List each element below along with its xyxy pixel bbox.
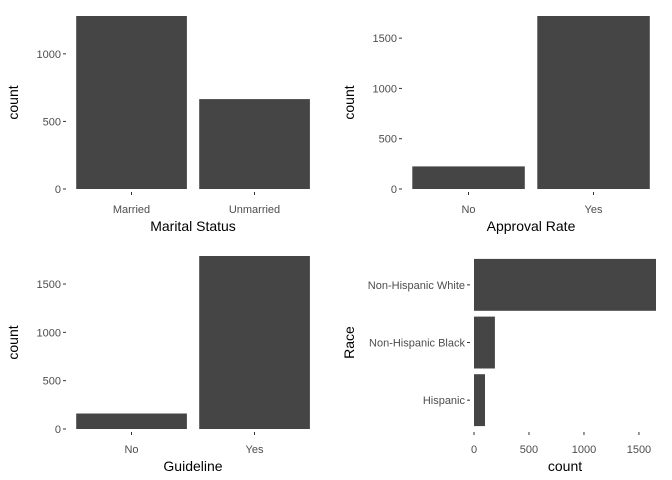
y-tick-label: 500 <box>43 376 61 388</box>
chart-panel-3: 0 500 1000 1500 No Yes Guideline count <box>5 256 310 474</box>
chart-panel-4: Hispanic Non-Hispanic Black Non-Hispanic W… <box>341 258 656 474</box>
x-tick-label: Married <box>113 204 150 216</box>
x-tick-label: No <box>124 444 138 456</box>
bar-yes <box>199 256 310 429</box>
bar-married <box>76 16 187 189</box>
x-axis-title: Approval Rate <box>487 218 576 234</box>
y-axis-title: count <box>5 325 21 359</box>
y-tick-label: Non-Hispanic Black <box>369 338 465 350</box>
bar-no <box>76 413 187 429</box>
y-tick-label: 1000 <box>37 49 61 61</box>
y-tick-label: 500 <box>379 134 397 146</box>
x-axis-title: Marital Status <box>150 218 236 234</box>
x-tick-label: 1000 <box>572 444 596 456</box>
y-axis-title: count <box>341 85 357 119</box>
x-tick-label: Yes <box>585 204 603 216</box>
bar-yes <box>537 16 650 189</box>
y-tick-label: 1500 <box>37 279 61 291</box>
y-tick-label: 0 <box>391 184 397 196</box>
chart-panel-1: 0 500 1000 Married Unmarried Marital Status co… <box>5 16 310 234</box>
x-tick-label: Yes <box>246 444 264 456</box>
x-tick-label: 1500 <box>627 444 651 456</box>
y-tick-label: 500 <box>43 116 61 128</box>
y-axis-title: Race <box>341 326 357 359</box>
bar-non-hispanic-black <box>474 316 495 369</box>
y-tick-label: 1000 <box>37 327 61 339</box>
y-tick-label: 0 <box>55 424 61 436</box>
x-tick-label: 500 <box>520 444 538 456</box>
x-axis-title: count <box>548 458 582 474</box>
x-tick-label: 0 <box>471 444 477 456</box>
y-tick-label: Non-Hispanic White <box>368 280 465 292</box>
y-tick-label: Hispanic <box>423 395 466 407</box>
x-tick-label: Unmarried <box>229 204 280 216</box>
bar-non-hispanic-white <box>474 258 656 311</box>
x-tick-label: No <box>461 204 475 216</box>
y-tick-label: 1000 <box>373 83 397 95</box>
bar-unmarried <box>199 99 310 189</box>
chart-panel-2: 0 500 1000 1500 No Yes Approval Rate count <box>341 16 650 234</box>
y-tick-label: 1500 <box>373 33 397 45</box>
y-tick-label: 0 <box>55 184 61 196</box>
x-axis-title: Guideline <box>163 458 222 474</box>
bar-hispanic <box>474 374 485 427</box>
bar-no <box>412 166 525 189</box>
y-axis-title: count <box>5 85 21 119</box>
